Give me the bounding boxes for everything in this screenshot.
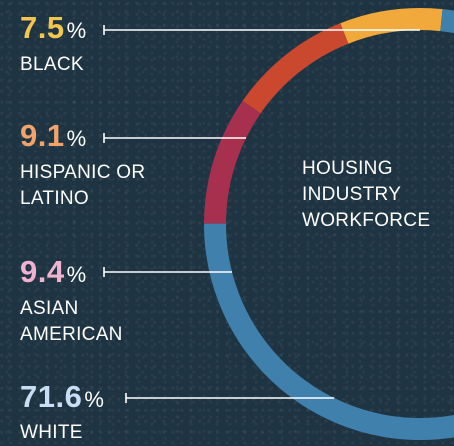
- legend-line: LATINO: [20, 188, 90, 209]
- value-number: 9.4: [20, 254, 65, 289]
- center-label-line: WORKFORCE: [302, 210, 431, 231]
- center-label: HOUSING INDUSTRY WORKFORCE: [302, 156, 430, 234]
- value-number: 71.6: [20, 379, 83, 414]
- ring-segment-black: [340, 8, 443, 44]
- ring-segment-asian: [204, 100, 261, 224]
- leader-line: [103, 133, 247, 143]
- legend-label-hispanic: HISPANIC OR LATINO: [20, 160, 145, 212]
- percent-sign: %: [84, 387, 105, 412]
- legend-label-black: BLACK: [20, 52, 84, 78]
- legend-line: AMERICAN: [20, 324, 123, 345]
- center-label-line: INDUSTRY: [302, 184, 402, 205]
- value-label-white: 71.6%: [20, 381, 104, 412]
- ring-segment-hispanic: [242, 23, 349, 114]
- percent-sign: %: [66, 18, 87, 43]
- value-label-black: 7.5%: [20, 12, 87, 43]
- leader-line: [103, 25, 420, 35]
- legend-line: ASIAN: [20, 298, 79, 319]
- value-label-asian: 9.4%: [20, 256, 87, 287]
- leader-line: [103, 267, 233, 277]
- value-number: 9.1: [20, 118, 65, 153]
- legend-line: WHITE: [20, 422, 83, 443]
- legend-label-white: WHITE: [20, 420, 83, 446]
- center-label-line: HOUSING: [302, 158, 393, 179]
- value-label-hispanic: 9.1%: [20, 120, 87, 151]
- percent-sign: %: [66, 262, 87, 287]
- legend-label-asian: ASIAN AMERICAN: [20, 296, 123, 348]
- ring-segment-white: [204, 9, 454, 440]
- legend-line: BLACK: [20, 54, 84, 75]
- value-number: 7.5: [20, 10, 65, 45]
- leader-line: [125, 393, 335, 403]
- percent-sign: %: [66, 126, 87, 151]
- legend-line: HISPANIC OR: [20, 162, 146, 183]
